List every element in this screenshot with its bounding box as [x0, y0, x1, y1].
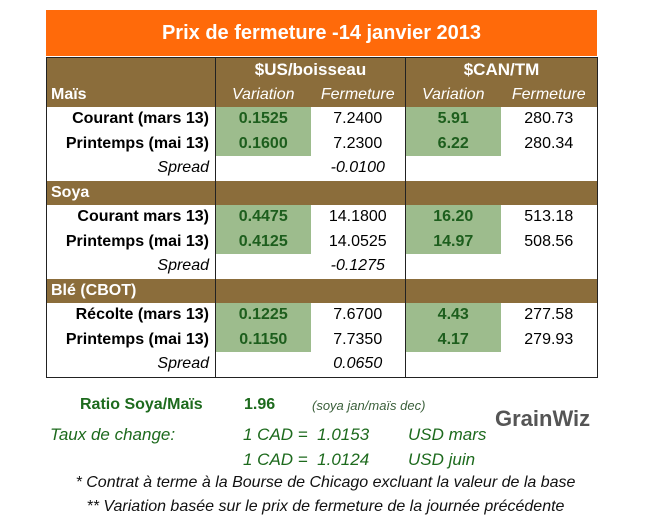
section-name: Blé (CBOT) — [46, 278, 216, 303]
can-close: 280.34 — [524, 134, 574, 152]
section-name: Maïs — [46, 82, 216, 107]
empty-cell — [405, 352, 501, 377]
empty-cell — [405, 156, 501, 181]
spread-row: Spread -0.1275 — [47, 254, 598, 279]
table-row: Printemps (mai 13) 0.4125 14.0525 14.97 508.… — [47, 229, 598, 254]
exchange-rate-mars: 1 CAD = 1.0153 — [243, 425, 370, 444]
page-title: Prix de fermeture -14 janvier 2013 — [46, 10, 597, 56]
empty-cell — [501, 352, 598, 377]
us-close: 14.1800 — [328, 208, 387, 226]
section-name: Soya — [46, 180, 216, 205]
fermeture-header: Fermeture — [310, 82, 406, 107]
empty-cell — [215, 156, 311, 181]
footnote-2: ** Variation basée sur le prix de fermet… — [86, 498, 565, 515]
spread-label: Spread — [157, 355, 209, 373]
can-variation: 6.22 — [405, 131, 501, 156]
section-header-row: Soya — [46, 180, 598, 205]
us-variation: 0.4125 — [215, 229, 311, 254]
empty-cell — [405, 278, 598, 303]
spread-row: Spread -0.0100 — [47, 156, 598, 181]
table-row: Printemps (mai 13) 0.1150 7.7350 4.17 279.93 — [47, 327, 598, 352]
exchange-unit-juin: USD juin — [408, 450, 476, 469]
contract-label: Courant mars 13) — [77, 208, 209, 226]
spread-value: -0.0100 — [330, 159, 385, 177]
fermeture-header: Fermeture — [500, 82, 598, 107]
spread-value: -0.1275 — [330, 257, 385, 275]
spread-label: Spread — [157, 257, 209, 275]
empty-cell — [405, 254, 501, 279]
us-variation: 0.1150 — [215, 327, 311, 352]
currency-header-row: $US/boisseau $CAN/TM — [46, 57, 598, 83]
can-close: 277.58 — [524, 306, 574, 324]
us-close: 7.7350 — [333, 330, 383, 348]
contract-label: Courant (mars 13) — [72, 110, 209, 128]
ratio-label: Ratio Soya/Maïs — [80, 396, 203, 413]
can-variation: 16.20 — [405, 205, 501, 230]
us-close: 7.2400 — [333, 110, 383, 128]
contract-label: Printemps (mai 13) — [65, 232, 209, 250]
contract-label: Printemps (mai 13) — [65, 134, 209, 152]
table-row: Courant (mars 13) 0.1525 7.2400 5.91 280.73 — [47, 107, 598, 132]
spread-row: Spread 0.0650 — [47, 352, 598, 377]
can-close: 279.93 — [524, 330, 574, 348]
section-header-row: Maïs Variation Fermeture Variation Fermeture — [46, 82, 598, 107]
can-header: $CAN/TM — [405, 57, 598, 83]
ratio-note: (soya jan/maïs dec) — [312, 398, 426, 413]
empty-cell — [46, 57, 216, 83]
empty-cell — [501, 254, 598, 279]
exchange-label: Taux de change: — [50, 425, 176, 444]
spread-value: 0.0650 — [333, 355, 383, 373]
empty-cell — [215, 352, 311, 377]
us-variation: 0.1225 — [215, 303, 311, 328]
us-close: 7.6700 — [333, 306, 383, 324]
can-variation: 4.43 — [405, 303, 501, 328]
can-variation: 4.17 — [405, 327, 501, 352]
empty-cell — [405, 180, 598, 205]
price-table: $US/boisseau $CAN/TM Maïs Variation Fermetu… — [46, 57, 598, 378]
table-row: Récolte (mars 13) 0.1225 7.6700 4.43 277.58 — [47, 303, 598, 328]
footnote-1: * Contrat à terme à la Bourse de Chicago… — [75, 474, 576, 491]
variation-header: Variation — [405, 82, 501, 107]
section-header-row: Blé (CBOT) — [46, 278, 598, 303]
empty-cell — [215, 254, 311, 279]
grainwiz-logo: GrainWiz — [495, 406, 591, 431]
us-variation: 0.1525 — [215, 107, 311, 132]
us-variation: 0.4475 — [215, 205, 311, 230]
table-row: Printemps (mai 13) 0.1600 7.2300 6.22 280.34 — [47, 131, 598, 156]
ratio-value: 1.96 — [244, 396, 276, 413]
exchange-unit-mars: USD mars — [408, 425, 487, 444]
variation-header: Variation — [215, 82, 311, 107]
us-close: 7.2300 — [333, 134, 383, 152]
contract-label: Printemps (mai 13) — [65, 330, 209, 348]
can-close: 280.73 — [524, 110, 574, 128]
empty-cell — [215, 278, 406, 303]
can-close: 513.18 — [524, 208, 574, 226]
us-close: 14.0525 — [328, 232, 387, 250]
empty-cell — [501, 156, 598, 181]
can-variation: 5.91 — [405, 107, 501, 132]
exchange-rate-juin: 1 CAD = 1.0124 — [243, 450, 370, 469]
can-variation: 14.97 — [405, 229, 501, 254]
table-row: Courant mars 13) 0.4475 14.1800 16.20 513.18 — [47, 205, 598, 230]
empty-cell — [215, 180, 406, 205]
spread-label: Spread — [157, 159, 209, 177]
us-header: $US/boisseau — [215, 57, 406, 83]
us-variation: 0.1600 — [215, 131, 311, 156]
can-close: 508.56 — [524, 232, 574, 250]
contract-label: Récolte (mars 13) — [75, 306, 209, 324]
